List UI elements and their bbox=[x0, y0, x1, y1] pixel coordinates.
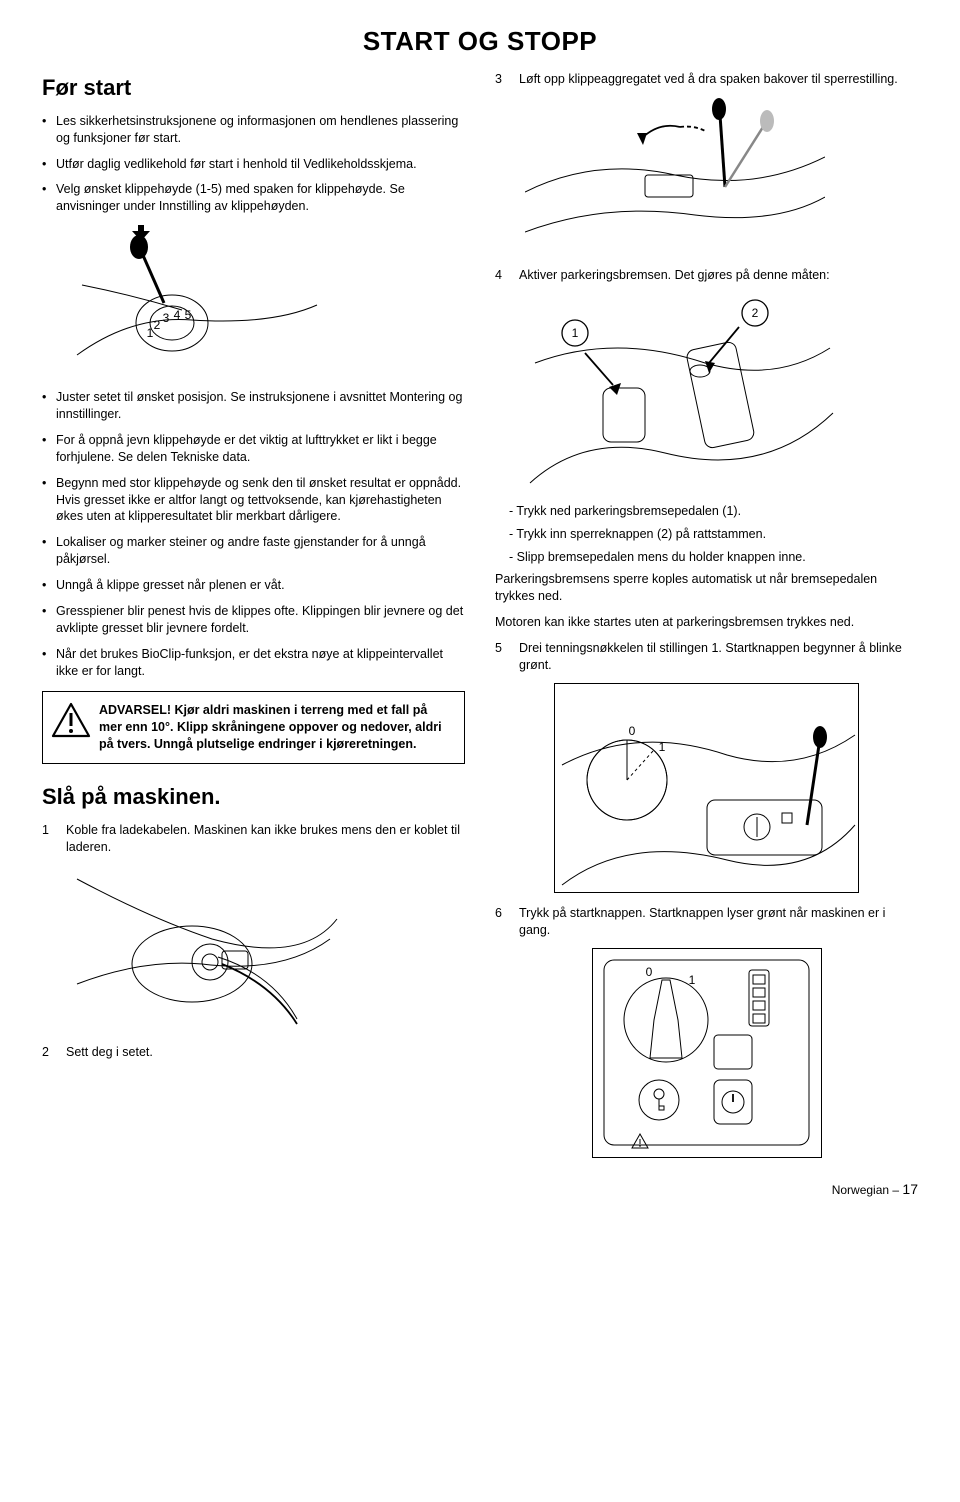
step-number: 6 bbox=[495, 905, 509, 939]
figure-label-1: 1 bbox=[572, 326, 579, 340]
bullet-item: Gresspiener blir penest hvis de klippes … bbox=[42, 603, 465, 637]
dial-label-1: 1 bbox=[658, 740, 665, 754]
list-step: 5 Drei tenningsnøkkelen til stillingen 1… bbox=[495, 640, 918, 674]
warning-text: ADVARSEL! Kjør aldri maskinen i terreng … bbox=[99, 702, 452, 753]
svg-text:1: 1 bbox=[147, 326, 154, 340]
step-number: 3 bbox=[495, 71, 509, 88]
step-number: 1 bbox=[42, 822, 56, 856]
figure-parking-brake: 1 2 bbox=[525, 293, 918, 493]
bullet-item: Når det brukes BioClip-funksjon, er det … bbox=[42, 646, 465, 680]
bullet-item: Velg ønsket klippehøyde (1-5) med spaken… bbox=[42, 181, 465, 215]
bullet-item: Juster setet til ønsket posisjon. Se ins… bbox=[42, 389, 465, 423]
turn-on-steps-left-2: 2 Sett deg i setet. bbox=[42, 1044, 465, 1061]
bullet-list-b: Juster setet til ønsket posisjon. Se ins… bbox=[42, 389, 465, 679]
figure-height-lever: 1 2 3 4 5 bbox=[72, 225, 465, 375]
bullet-item: For å oppnå jevn klippehøyde er det vikt… bbox=[42, 432, 465, 466]
bullet-item: Les sikkerhetsinstruksjonene og informas… bbox=[42, 113, 465, 147]
bullet-list-a: Les sikkerhetsinstruksjonene og informas… bbox=[42, 113, 465, 215]
sub-step: - Trykk inn sperreknappen (2) på rattsta… bbox=[495, 526, 918, 543]
figure-label-2: 2 bbox=[752, 306, 759, 320]
step-text: Sett deg i setet. bbox=[66, 1044, 153, 1061]
svg-text:4: 4 bbox=[174, 308, 181, 322]
dial-label-0: 0 bbox=[628, 724, 635, 738]
svg-text:3: 3 bbox=[163, 311, 170, 325]
paragraph: Motoren kan ikke startes uten at parkeri… bbox=[495, 614, 918, 631]
two-column-layout: Før start Les sikkerhetsinstruksjonene o… bbox=[42, 71, 918, 1170]
step-number: 4 bbox=[495, 267, 509, 284]
figure-control-panel: 0 1 bbox=[592, 948, 822, 1158]
heading-before-start: Før start bbox=[42, 73, 465, 103]
list-step: 6 Trykk på startknappen. Startknappen ly… bbox=[495, 905, 918, 939]
step-number: 2 bbox=[42, 1044, 56, 1061]
warning-box: ADVARSEL! Kjør aldri maskinen i terreng … bbox=[42, 691, 465, 764]
step-text: Aktiver parkeringsbremsen. Det gjøres på… bbox=[519, 267, 830, 284]
footer-page-number: 17 bbox=[902, 1181, 918, 1197]
bullet-item: Lokaliser og marker steiner og andre fas… bbox=[42, 534, 465, 568]
page-title: START OG STOPP bbox=[42, 24, 918, 59]
right-steps-6: 6 Trykk på startknappen. Startknappen ly… bbox=[495, 905, 918, 939]
footer-language: Norwegian bbox=[832, 1183, 889, 1197]
page-footer: Norwegian – 17 bbox=[42, 1180, 918, 1199]
step-text: Løft opp klippeaggregatet ved å dra spak… bbox=[519, 71, 898, 88]
step-text: Drei tenningsnøkkelen til stillingen 1. … bbox=[519, 640, 918, 674]
sub-step: - Slipp bremsepedalen mens du holder kna… bbox=[495, 549, 918, 566]
bullet-item: Utfør daglig vedlikehold før start i hen… bbox=[42, 156, 465, 173]
step-text: Trykk på startknappen. Startknappen lyse… bbox=[519, 905, 918, 939]
list-step: 3 Løft opp klippeaggregatet ved å dra sp… bbox=[495, 71, 918, 88]
figure-lift-lever bbox=[525, 97, 918, 257]
step-number: 5 bbox=[495, 640, 509, 674]
turn-on-steps-left: 1 Koble fra ladekabelen. Maskinen kan ik… bbox=[42, 822, 465, 856]
figure-charge-cable bbox=[72, 864, 465, 1034]
panel-label-0: 0 bbox=[646, 965, 653, 979]
list-step: 2 Sett deg i setet. bbox=[42, 1044, 465, 1061]
warning-triangle-icon bbox=[51, 702, 91, 738]
svg-text:2: 2 bbox=[154, 318, 161, 332]
heading-turn-on: Slå på maskinen. bbox=[42, 782, 465, 812]
list-step: 4 Aktiver parkeringsbremsen. Det gjøres … bbox=[495, 267, 918, 284]
right-steps-5: 5 Drei tenningsnøkkelen til stillingen 1… bbox=[495, 640, 918, 674]
panel-label-1: 1 bbox=[689, 973, 696, 987]
right-steps-3: 3 Løft opp klippeaggregatet ved å dra sp… bbox=[495, 71, 918, 88]
left-column: Før start Les sikkerhetsinstruksjonene o… bbox=[42, 71, 465, 1170]
bullet-item: Unngå å klippe gresset når plenen er våt… bbox=[42, 577, 465, 594]
bullet-item: Begynn med stor klippehøyde og senk den … bbox=[42, 475, 465, 526]
step-text: Koble fra ladekabelen. Maskinen kan ikke… bbox=[66, 822, 465, 856]
right-steps-4: 4 Aktiver parkeringsbremsen. Det gjøres … bbox=[495, 267, 918, 284]
figure-ignition-key: 0 1 bbox=[554, 683, 859, 893]
sub-step: - Trykk ned parkeringsbremsepedalen (1). bbox=[495, 503, 918, 520]
svg-text:5: 5 bbox=[185, 308, 192, 322]
paragraph: Parkeringsbremsens sperre koples automat… bbox=[495, 571, 918, 605]
right-column: 3 Løft opp klippeaggregatet ved å dra sp… bbox=[495, 71, 918, 1170]
list-step: 1 Koble fra ladekabelen. Maskinen kan ik… bbox=[42, 822, 465, 856]
